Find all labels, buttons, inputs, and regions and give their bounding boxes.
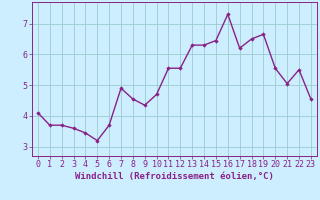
X-axis label: Windchill (Refroidissement éolien,°C): Windchill (Refroidissement éolien,°C) <box>75 172 274 181</box>
